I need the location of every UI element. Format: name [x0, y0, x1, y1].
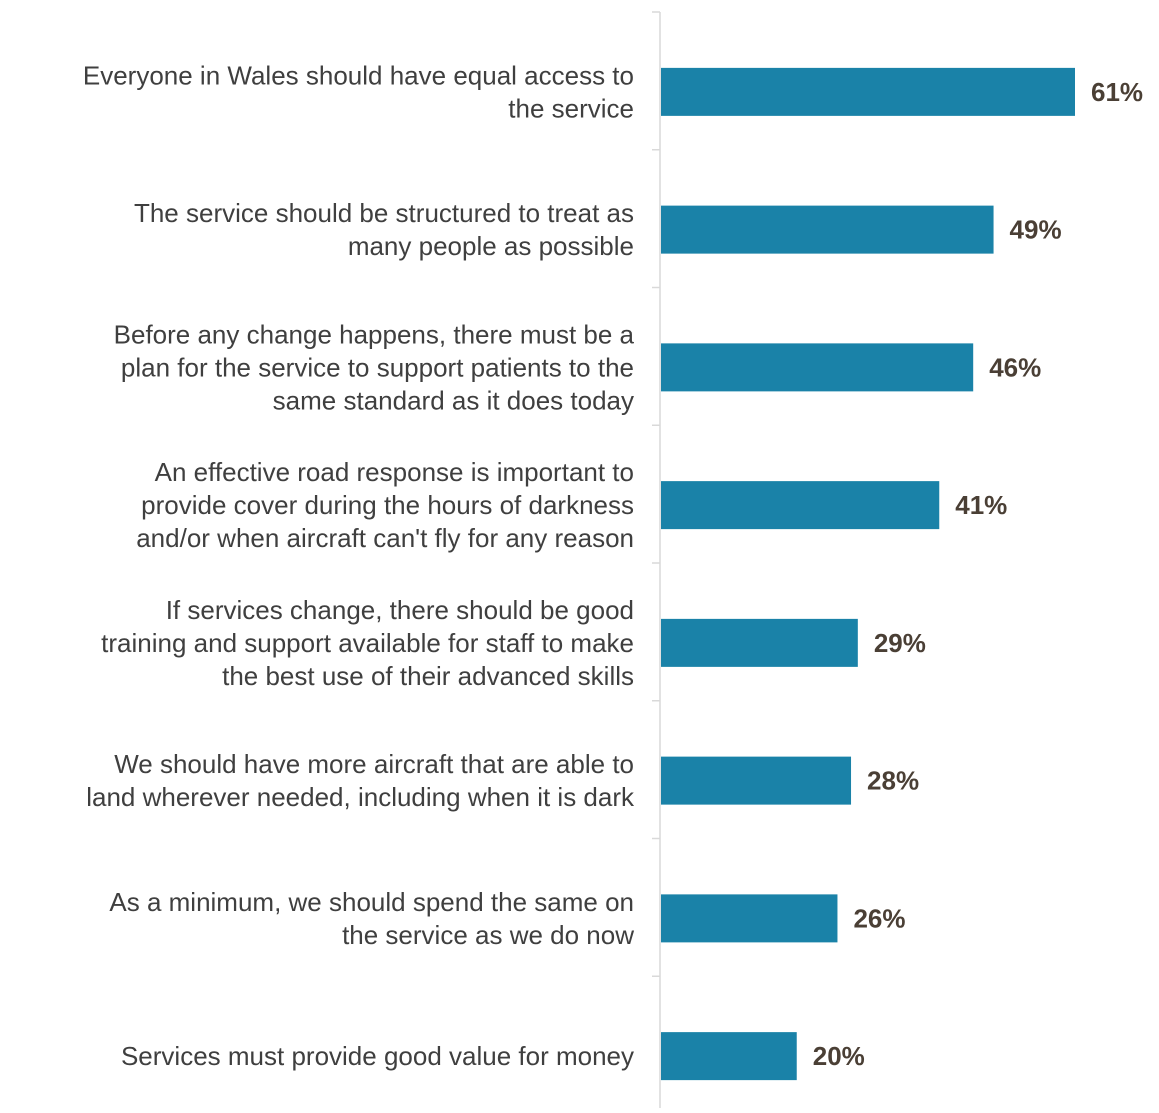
bar-value-label: 20% — [813, 1041, 865, 1071]
category-label: Everyone in Wales should have equal acce… — [83, 60, 634, 123]
bar — [661, 756, 852, 805]
bar-value-label: 41% — [955, 490, 1007, 520]
bar — [661, 205, 994, 254]
bar-value-label: 29% — [874, 628, 926, 658]
bar-value-label: 46% — [989, 352, 1041, 382]
bar-value-label: 49% — [1010, 215, 1062, 245]
bar-value-label: 26% — [853, 903, 905, 933]
bar-value-label: 61% — [1091, 77, 1143, 107]
category-label: The service should be structured to trea… — [134, 198, 634, 261]
bar — [661, 67, 1075, 116]
bar — [661, 618, 858, 667]
category-label: An effective road response is important … — [136, 457, 634, 553]
category-label: As a minimum, we should spend the same o… — [109, 887, 634, 950]
category-label: If services change, there should be good… — [101, 595, 634, 691]
category-label: Before any change happens, there must be… — [114, 319, 635, 415]
bar — [661, 343, 974, 392]
category-label: Services must provide good value for mon… — [121, 1041, 634, 1071]
bar — [661, 481, 940, 530]
bar — [661, 1032, 797, 1081]
bar-value-label: 28% — [867, 766, 919, 796]
bar — [661, 894, 838, 943]
category-label: We should have more aircraft that are ab… — [86, 749, 635, 812]
